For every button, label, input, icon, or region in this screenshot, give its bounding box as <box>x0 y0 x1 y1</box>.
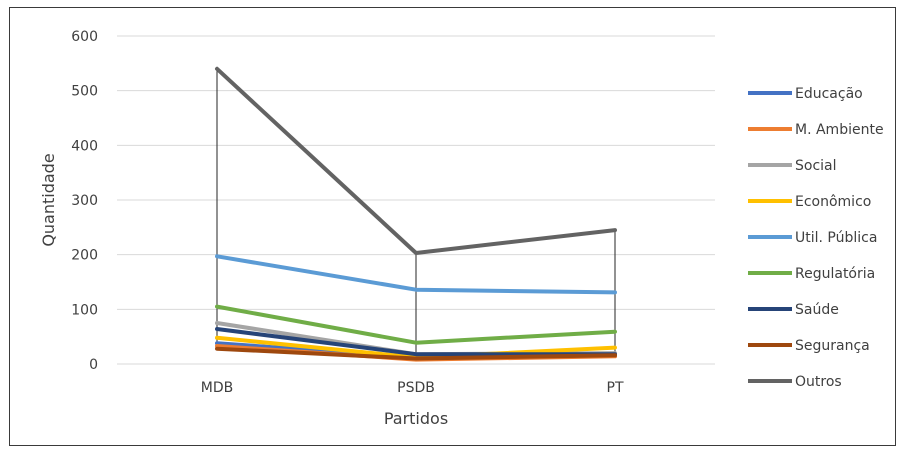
legend-label: Saúde <box>795 302 839 318</box>
series-line <box>215 304 617 345</box>
y-tick-label: 400 <box>71 138 98 154</box>
series-line <box>215 327 617 357</box>
series-line <box>215 66 617 255</box>
y-tick-label: 100 <box>71 302 98 318</box>
x-tick-label: PSDB <box>397 380 435 396</box>
series-lines <box>215 66 617 362</box>
x-axis-ticks: MDB PSDB PT <box>201 380 624 396</box>
legend-label: Econômico <box>795 194 871 210</box>
legend: Educação M. Ambiente Social Econômico Util. … <box>748 86 884 390</box>
x-tick-label: PT <box>607 380 624 396</box>
legend-label: Educação <box>795 86 863 102</box>
y-tick-label: 500 <box>71 84 98 100</box>
legend-label: Regulatória <box>795 266 875 282</box>
legend-label: Util. Pública <box>795 230 877 246</box>
chart-frame <box>9 7 896 446</box>
x-tick-label: MDB <box>201 380 233 396</box>
y-tick-label: 0 <box>89 357 98 373</box>
legend-label: M. Ambiente <box>795 122 884 138</box>
legend-label: Outros <box>795 374 842 390</box>
x-axis-title: Partidos <box>384 409 448 428</box>
y-axis-ticks: 0 100 200 300 400 500 600 <box>71 29 98 373</box>
legend-label: Social <box>795 158 837 174</box>
legend-label: Segurança <box>795 338 870 354</box>
y-tick-label: 300 <box>71 193 98 209</box>
y-tick-label: 200 <box>71 248 98 264</box>
series-line <box>215 254 617 295</box>
y-tick-label: 600 <box>71 29 98 45</box>
series-line <box>215 346 617 361</box>
y-axis-title: Quantidade <box>39 153 58 246</box>
